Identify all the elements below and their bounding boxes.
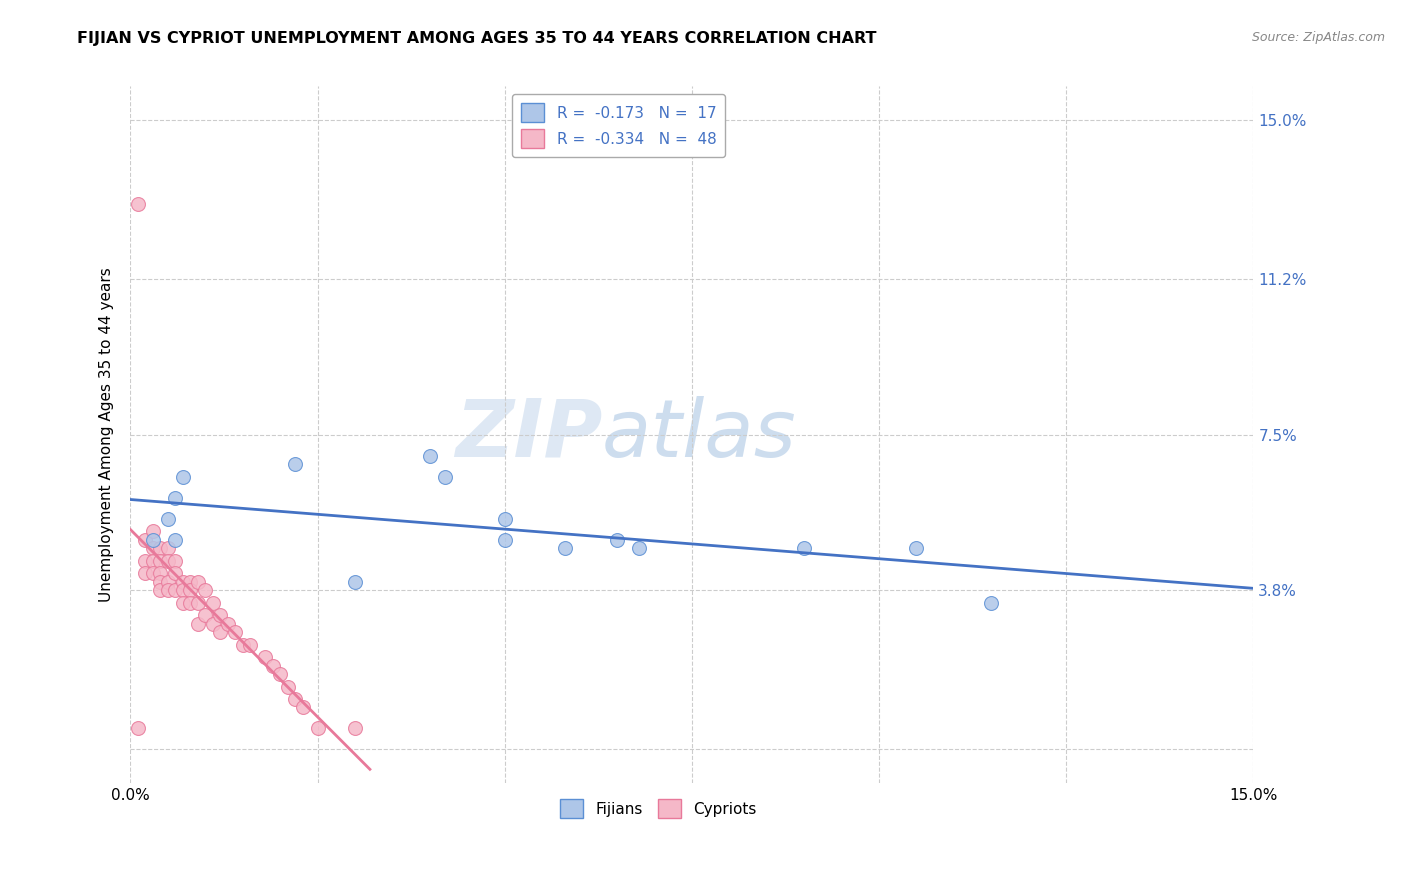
Y-axis label: Unemployment Among Ages 35 to 44 years: Unemployment Among Ages 35 to 44 years: [100, 268, 114, 602]
Point: [127, 197, 149, 211]
Point: [209, 624, 232, 639]
Point: [606, 533, 628, 547]
Point: [156, 582, 179, 597]
Point: [149, 566, 172, 581]
Point: [127, 722, 149, 736]
Point: [142, 553, 165, 567]
Text: ZIP: ZIP: [454, 396, 602, 474]
Point: [149, 582, 172, 597]
Point: [291, 700, 314, 714]
Point: [165, 491, 187, 505]
Point: [494, 511, 516, 525]
Point: [179, 582, 201, 597]
Point: [134, 566, 156, 581]
Point: [343, 722, 366, 736]
Point: [179, 596, 201, 610]
Point: [793, 541, 815, 555]
Point: [165, 553, 187, 567]
Point: [239, 638, 262, 652]
Point: [343, 574, 366, 589]
Text: atlas: atlas: [602, 396, 797, 474]
Point: [554, 541, 576, 555]
Point: [194, 608, 217, 623]
Point: [494, 533, 516, 547]
Point: [142, 541, 165, 555]
Point: [142, 524, 165, 539]
Point: [187, 616, 209, 631]
Point: [134, 553, 156, 567]
Point: [254, 650, 277, 665]
Point: [165, 566, 187, 581]
Point: [980, 596, 1002, 610]
Point: [284, 457, 307, 471]
Point: [156, 574, 179, 589]
Point: [905, 541, 928, 555]
Point: [172, 574, 194, 589]
Point: [172, 596, 194, 610]
Point: [149, 541, 172, 555]
Point: [628, 541, 651, 555]
Point: [307, 722, 329, 736]
Point: [187, 574, 209, 589]
Point: [172, 582, 194, 597]
Point: [156, 541, 179, 555]
Point: [156, 553, 179, 567]
Point: [172, 469, 194, 483]
Point: [232, 638, 254, 652]
Point: [134, 533, 156, 547]
Point: [142, 533, 165, 547]
Legend: Fijians, Cypriots: Fijians, Cypriots: [554, 793, 762, 824]
Point: [277, 680, 299, 694]
Point: [149, 553, 172, 567]
Point: [201, 616, 224, 631]
Point: [433, 469, 456, 483]
Point: [142, 566, 165, 581]
Point: [194, 582, 217, 597]
Point: [209, 608, 232, 623]
Point: [156, 511, 179, 525]
Point: [165, 582, 187, 597]
Point: [262, 658, 284, 673]
Point: [224, 624, 246, 639]
Text: FIJIAN VS CYPRIOT UNEMPLOYMENT AMONG AGES 35 TO 44 YEARS CORRELATION CHART: FIJIAN VS CYPRIOT UNEMPLOYMENT AMONG AGE…: [77, 31, 877, 46]
Point: [269, 667, 291, 681]
Point: [419, 449, 441, 463]
Point: [179, 574, 201, 589]
Point: [187, 596, 209, 610]
Point: [201, 596, 224, 610]
Point: [149, 574, 172, 589]
Point: [284, 692, 307, 706]
Point: [217, 616, 239, 631]
Point: [165, 533, 187, 547]
Text: Source: ZipAtlas.com: Source: ZipAtlas.com: [1251, 31, 1385, 45]
